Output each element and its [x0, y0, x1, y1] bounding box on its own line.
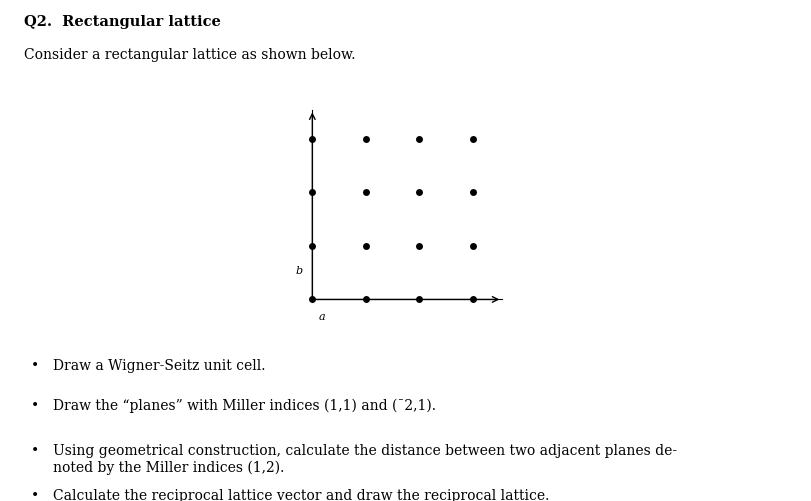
Text: Consider a rectangular lattice as shown below.: Consider a rectangular lattice as shown …	[24, 48, 355, 62]
Text: Calculate the reciprocal lattice vector and draw the reciprocal lattice.: Calculate the reciprocal lattice vector …	[53, 488, 548, 501]
Text: Q2.  Rectangular lattice: Q2. Rectangular lattice	[24, 15, 221, 29]
Text: b: b	[295, 266, 303, 276]
Text: •: •	[31, 398, 39, 412]
Text: a: a	[319, 312, 325, 322]
Text: •: •	[31, 488, 39, 501]
Text: •: •	[31, 358, 39, 372]
Text: Draw the “planes” with Miller indices (1,1) and (¯2,1).: Draw the “planes” with Miller indices (1…	[53, 398, 436, 413]
Text: Draw a Wigner-Seitz unit cell.: Draw a Wigner-Seitz unit cell.	[53, 358, 265, 372]
Text: •: •	[31, 443, 39, 457]
Text: Using geometrical construction, calculate the distance between two adjacent plan: Using geometrical construction, calculat…	[53, 443, 676, 474]
